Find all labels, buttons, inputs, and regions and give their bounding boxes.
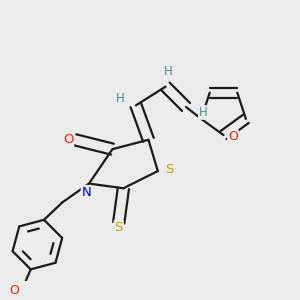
Text: H: H [199, 106, 208, 119]
Text: S: S [115, 221, 123, 234]
Text: N: N [82, 186, 92, 199]
Text: S: S [166, 163, 174, 176]
Text: O: O [228, 130, 238, 143]
Text: H: H [116, 92, 125, 105]
Text: O: O [9, 284, 19, 297]
Text: H: H [164, 65, 172, 78]
Text: O: O [63, 133, 73, 146]
